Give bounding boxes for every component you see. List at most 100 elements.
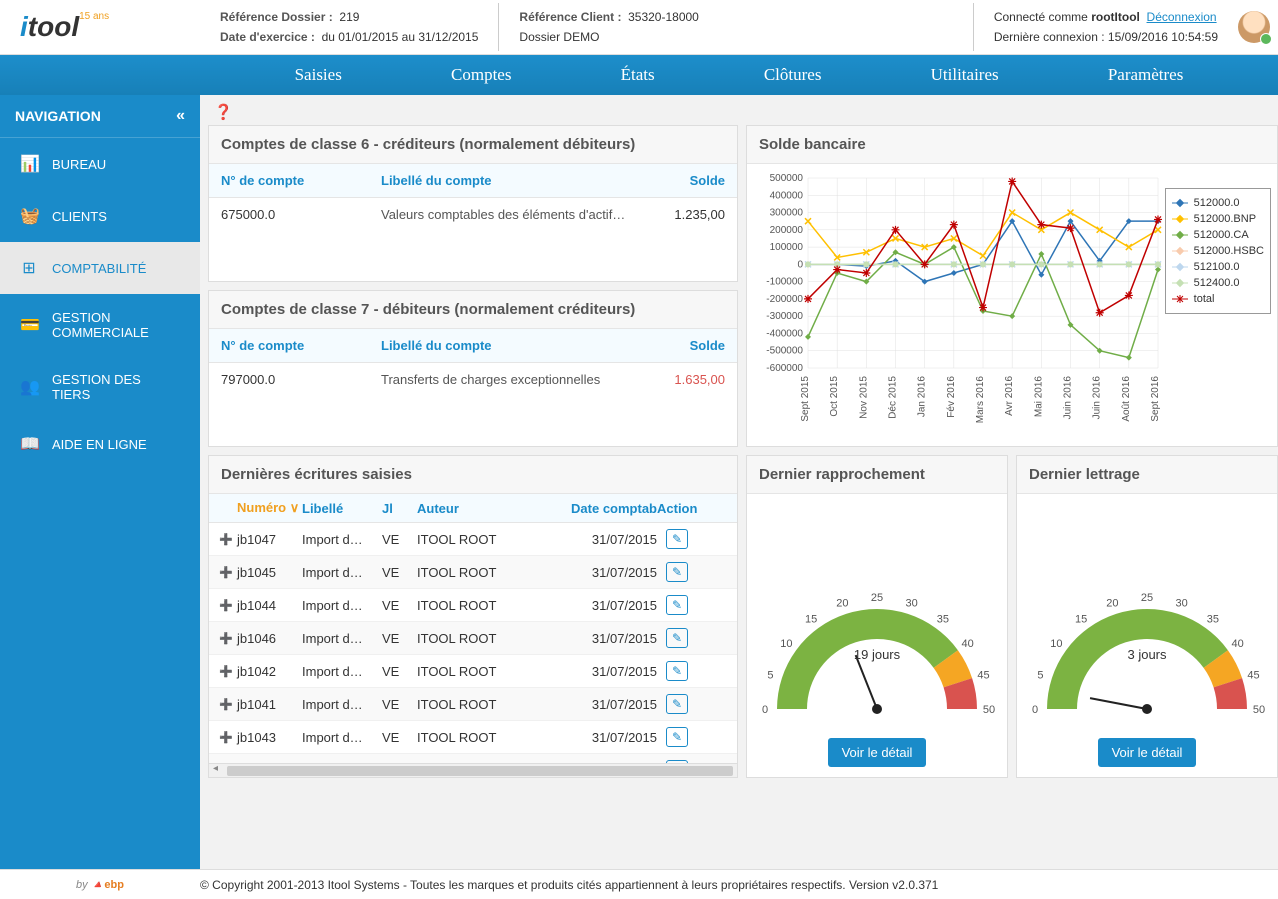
- sidebar-item-clients[interactable]: 🧺CLIENTS: [0, 190, 200, 242]
- edit-row-button[interactable]: ✎: [666, 595, 688, 615]
- ecriture-row[interactable]: ➕jb1042Import d…VEITOOL ROOT31/07/2015✎: [209, 655, 737, 688]
- comptes7-col-solde[interactable]: Solde: [645, 338, 725, 353]
- ecriture-row[interactable]: ➕jb1040Import d…VEITOOL ROOT31/07/2015✎: [209, 754, 737, 763]
- users-icon: 👥: [20, 377, 38, 397]
- expand-row-icon[interactable]: ➕: [219, 698, 237, 711]
- edit-row-button[interactable]: ✎: [666, 694, 688, 714]
- svg-text:50: 50: [983, 704, 995, 716]
- logout-link[interactable]: Déconnexion: [1147, 10, 1217, 24]
- legend-item[interactable]: 512000.HSBC: [1172, 243, 1264, 259]
- dossier-name: Dossier DEMO: [519, 27, 698, 47]
- gauge2-detail-button[interactable]: Voir le détail: [1098, 738, 1197, 767]
- svg-text:Fév 2016: Fév 2016: [946, 376, 957, 418]
- gauge1-detail-button[interactable]: Voir le détail: [828, 738, 927, 767]
- legend-item[interactable]: 512400.0: [1172, 275, 1264, 291]
- svg-text:Juin 2016: Juin 2016: [1063, 376, 1074, 420]
- ecriture-row[interactable]: ➕jb1046Import d…VEITOOL ROOT31/07/2015✎: [209, 622, 737, 655]
- sidebar-item-label: GESTION DES TIERS: [52, 372, 180, 402]
- comptes7-col-num[interactable]: N° de compte: [221, 338, 381, 353]
- svg-text:40: 40: [1231, 638, 1243, 650]
- edit-row-button[interactable]: ✎: [666, 727, 688, 747]
- svg-text:-200000: -200000: [766, 294, 803, 305]
- ecritures-col-libelle[interactable]: Libellé: [302, 501, 382, 516]
- legend-item[interactable]: 512000.CA: [1172, 227, 1264, 243]
- edit-row-button[interactable]: ✎: [666, 628, 688, 648]
- edit-row-button[interactable]: ✎: [666, 562, 688, 582]
- expand-row-icon[interactable]: ➕: [219, 566, 237, 579]
- topnav-clôtures[interactable]: Clôtures: [764, 65, 822, 85]
- ecriture-row[interactable]: ➕jb1041Import d…VEITOOL ROOT31/07/2015✎: [209, 688, 737, 721]
- svg-text:25: 25: [1141, 592, 1153, 604]
- solde-chart-panel: Solde bancaire -600000-500000-400000-300…: [746, 125, 1278, 447]
- sidebar-item-aide-en-ligne[interactable]: 📖AIDE EN LIGNE: [0, 418, 200, 470]
- sidebar-item-label: GESTION COMMERCIALE: [52, 310, 180, 340]
- svg-text:50: 50: [1253, 704, 1265, 716]
- ref-dossier-value: 219: [339, 10, 359, 24]
- ecritures-col-action[interactable]: Action: [657, 501, 697, 516]
- legend-item[interactable]: 512000.BNP: [1172, 211, 1264, 227]
- ecritures-panel: Dernières écritures saisies Numéro ∨ Lib…: [208, 455, 738, 778]
- expand-row-icon[interactable]: ➕: [219, 599, 237, 612]
- expand-row-icon[interactable]: ➕: [219, 731, 237, 744]
- expand-row-icon[interactable]: ➕: [219, 632, 237, 645]
- sidebar-item-gestion-des-tiers[interactable]: 👥 GESTION DES TIERS: [0, 356, 200, 418]
- topnav-utilitaires[interactable]: Utilitaires: [931, 65, 999, 85]
- legend-item[interactable]: 512000.0: [1172, 195, 1264, 211]
- svg-text:Sept 2016: Sept 2016: [1150, 376, 1161, 422]
- svg-text:15: 15: [805, 613, 817, 625]
- sidebar-item-gestion-commerciale[interactable]: 💳GESTION COMMERCIALE: [0, 294, 200, 356]
- help-icon[interactable]: ❓: [208, 102, 239, 123]
- topnav-états[interactable]: États: [621, 65, 655, 85]
- ref-client-value: 35320-18000: [628, 10, 699, 24]
- gauge-rapprochement: 0510152025303540455019 jours: [757, 579, 997, 724]
- legend-item[interactable]: 512100.0: [1172, 259, 1264, 275]
- gauge-rapprochement-panel: Dernier rapprochement 051015202530354045…: [746, 455, 1008, 778]
- date-ex-value: du 01/01/2015 au 31/12/2015: [322, 30, 479, 44]
- svg-text:45: 45: [977, 669, 989, 681]
- ecritures-col-date[interactable]: Date comptab: [557, 501, 657, 516]
- comptes6-panel: Comptes de classe 6 - créditeurs (normal…: [208, 125, 738, 282]
- collapse-sidebar-icon[interactable]: «: [176, 107, 185, 125]
- expand-row-icon[interactable]: ➕: [219, 665, 237, 678]
- svg-text:20: 20: [836, 597, 848, 609]
- ecritures-col-auteur[interactable]: Auteur: [417, 501, 557, 516]
- svg-text:Juin 2016: Juin 2016: [1092, 376, 1103, 420]
- edit-row-button[interactable]: ✎: [666, 529, 688, 549]
- connected-user: rootItool: [1091, 10, 1140, 24]
- ecritures-col-numero[interactable]: Numéro ∨: [237, 500, 302, 516]
- avatar[interactable]: [1238, 11, 1278, 43]
- ecriture-row[interactable]: ➕jb1043Import d…VEITOOL ROOT31/07/2015✎: [209, 721, 737, 754]
- ecritures-col-jl[interactable]: Jl: [382, 501, 417, 516]
- sidebar-item-comptabilité[interactable]: ⊞COMPTABILITÉ: [0, 242, 200, 294]
- legend-item[interactable]: total: [1172, 291, 1264, 307]
- table-row[interactable]: 675000.0Valeurs comptables des éléments …: [209, 198, 737, 231]
- comptes7-panel: Comptes de classe 7 - débiteurs (normale…: [208, 290, 738, 447]
- cart-icon: 🧺: [20, 206, 38, 226]
- svg-text:-100000: -100000: [766, 277, 803, 288]
- ref-client-label: Référence Client :: [519, 10, 621, 24]
- expand-row-icon[interactable]: ➕: [219, 533, 237, 546]
- footer-copyright: © Copyright 2001-2013 Itool Systems - To…: [200, 878, 938, 892]
- ecriture-row[interactable]: ➕jb1044Import d…VEITOOL ROOT31/07/2015✎: [209, 589, 737, 622]
- svg-text:0: 0: [1032, 704, 1038, 716]
- comptes6-col-num[interactable]: N° de compte: [221, 173, 381, 188]
- top-nav: Saisies Comptes États Clôtures Utilitaires Pa…: [0, 55, 1278, 95]
- logo-tagline: 15 ans: [79, 11, 109, 22]
- ecriture-row[interactable]: ➕jb1045Import d…VEITOOL ROOT31/07/2015✎: [209, 556, 737, 589]
- comptes6-col-lib[interactable]: Libellé du compte: [381, 173, 645, 188]
- svg-text:Nov 2015: Nov 2015: [858, 376, 869, 419]
- sidebar-item-label: BUREAU: [52, 157, 106, 172]
- edit-row-button[interactable]: ✎: [666, 661, 688, 681]
- comptes7-col-lib[interactable]: Libellé du compte: [381, 338, 645, 353]
- topnav-comptes[interactable]: Comptes: [451, 65, 511, 85]
- topnav-paramètres[interactable]: Paramètres: [1108, 65, 1184, 85]
- last-connection-value: 15/09/2016 10:54:59: [1108, 30, 1218, 44]
- svg-text:Mars 2016: Mars 2016: [975, 376, 986, 424]
- svg-text:500000: 500000: [770, 173, 804, 184]
- sidebar-item-bureau[interactable]: 📊BUREAU: [0, 138, 200, 190]
- ecriture-row[interactable]: ➕jb1047Import d…VEITOOL ROOT31/07/2015✎: [209, 523, 737, 556]
- ecritures-h-scrollbar[interactable]: [209, 763, 737, 777]
- table-row[interactable]: 797000.0Transferts de charges exceptionn…: [209, 363, 737, 396]
- topnav-saisies[interactable]: Saisies: [295, 65, 342, 85]
- comptes6-col-solde[interactable]: Solde: [645, 173, 725, 188]
